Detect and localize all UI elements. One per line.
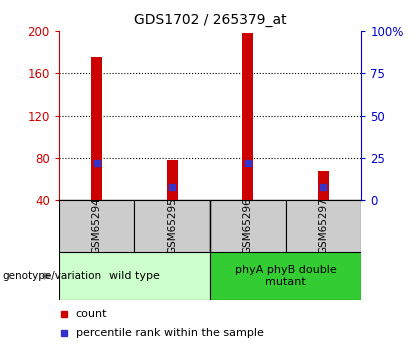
Title: GDS1702 / 265379_at: GDS1702 / 265379_at xyxy=(134,13,286,27)
Text: GSM65296: GSM65296 xyxy=(243,198,253,254)
Text: GSM65294: GSM65294 xyxy=(92,198,102,254)
Bar xyxy=(318,170,329,200)
Bar xyxy=(210,200,286,252)
Bar xyxy=(59,252,210,300)
Text: wild type: wild type xyxy=(109,271,160,281)
Bar xyxy=(210,252,361,300)
Text: count: count xyxy=(76,309,107,319)
Bar xyxy=(242,33,254,200)
Text: GSM65295: GSM65295 xyxy=(167,198,177,254)
Bar xyxy=(166,160,178,200)
Bar xyxy=(91,58,102,200)
Text: percentile rank within the sample: percentile rank within the sample xyxy=(76,328,263,338)
Text: GSM65297: GSM65297 xyxy=(318,198,328,254)
Bar xyxy=(59,200,134,252)
Text: phyA phyB double
mutant: phyA phyB double mutant xyxy=(235,265,336,287)
Bar xyxy=(286,200,361,252)
Bar xyxy=(134,200,210,252)
Text: genotype/variation: genotype/variation xyxy=(2,271,101,281)
